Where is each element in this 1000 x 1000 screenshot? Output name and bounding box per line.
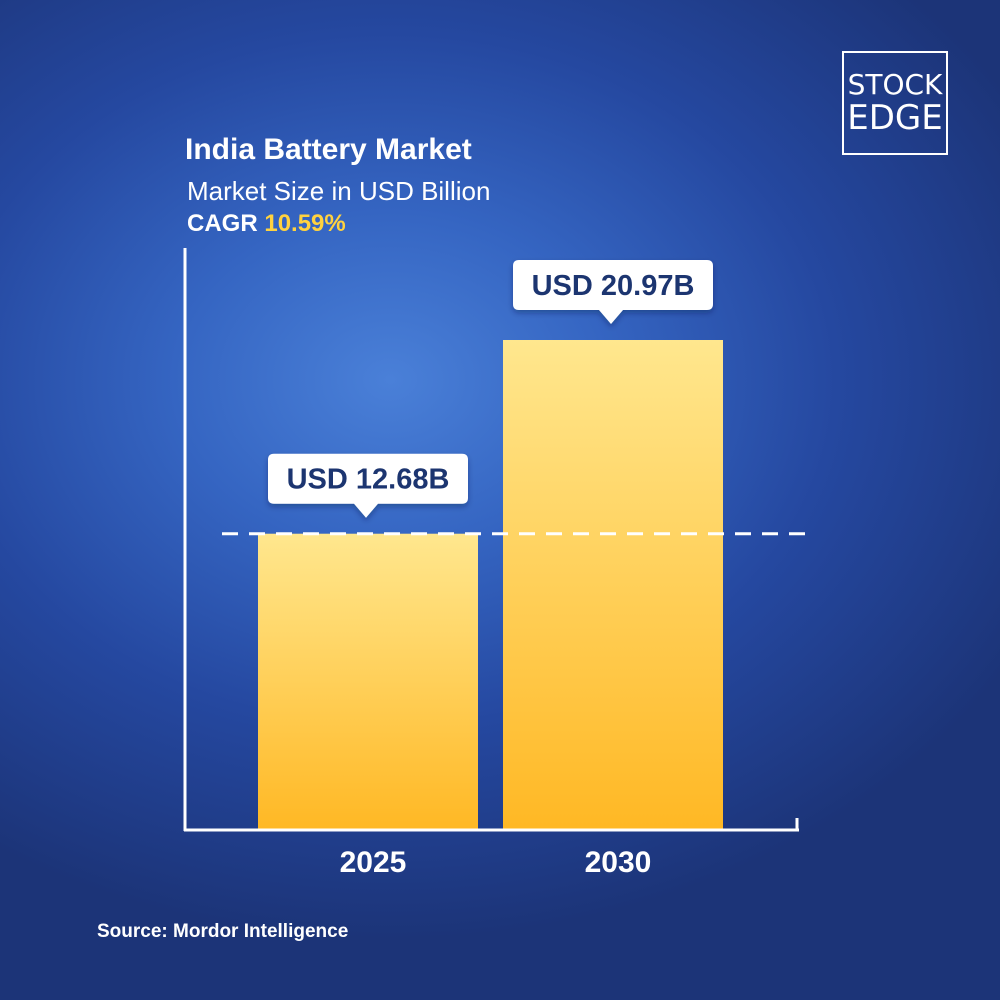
x-tick-label-2030: 2030: [585, 846, 652, 879]
data-label-callout-2030: USD 20.97B: [513, 260, 713, 324]
logo-line-2: EDGE: [847, 98, 943, 138]
callout-bubble: [268, 453, 468, 518]
data-label-text: USD 20.97B: [532, 270, 695, 302]
data-label-text: USD 12.68B: [287, 464, 450, 496]
callout-bubble: [513, 260, 713, 324]
cagr-value: 10.59%: [264, 210, 346, 237]
source-note: Source: Mordor Intelligence: [97, 921, 349, 942]
bar-2030: [503, 340, 723, 830]
cagr-line: CAGR 10.59%: [187, 210, 346, 238]
cagr-label: CAGR: [187, 210, 258, 237]
stockedge-logo: STOCK EDGE: [842, 51, 948, 155]
chart-subtitle: Market Size in USD Billion: [187, 176, 491, 206]
logo-line-1: STOCK: [847, 68, 943, 101]
x-tick-label-2025: 2025: [340, 846, 407, 879]
chart-title: India Battery Market: [185, 133, 472, 166]
data-label-callout-2025: USD 12.68B: [268, 453, 468, 518]
bar-2025: [258, 533, 478, 830]
